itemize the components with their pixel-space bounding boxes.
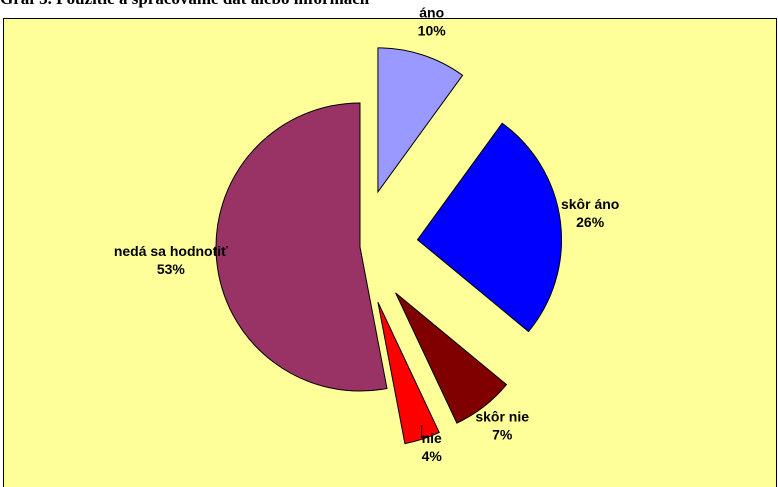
- slice-value: 26%: [576, 214, 605, 230]
- slice-label: nie: [422, 430, 442, 446]
- chart-title: Graf 3. Použitie a spracovanie dát alebo…: [0, 0, 370, 8]
- pie-slice: [377, 301, 440, 445]
- slice-value: 7%: [492, 426, 513, 442]
- pie-slice: [395, 292, 508, 424]
- pie-slice: [215, 102, 388, 392]
- slice-label: skôr nie: [475, 408, 529, 424]
- slice-label: áno: [419, 4, 444, 20]
- pie-slice: [416, 122, 563, 333]
- slice-value: 4%: [422, 448, 443, 464]
- slice-label: skôr áno: [561, 196, 619, 212]
- slice-value: 10%: [418, 22, 447, 38]
- slice-label: nedá sa hodnotiť: [114, 243, 228, 259]
- slice-value: 53%: [157, 261, 186, 277]
- pie-slice: [377, 47, 464, 194]
